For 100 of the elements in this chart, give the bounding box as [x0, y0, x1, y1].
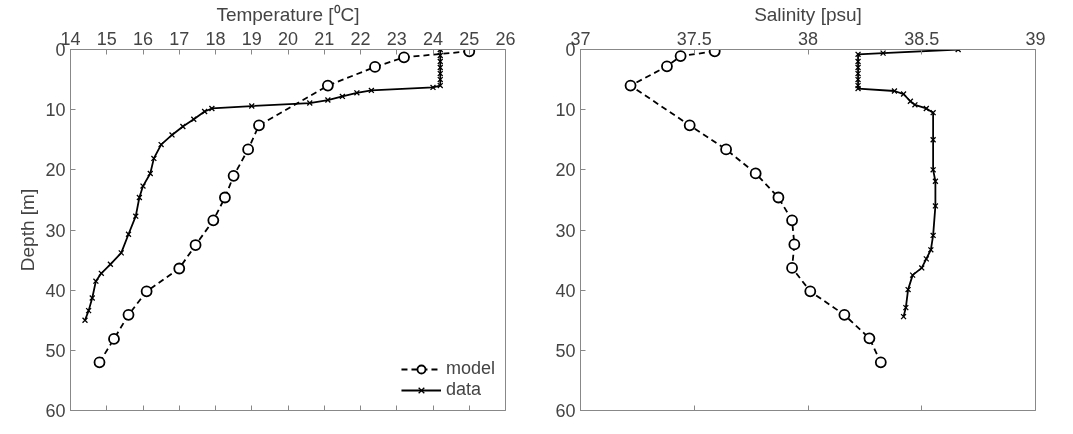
x-tick-label: 23	[386, 28, 407, 49]
point	[437, 64, 444, 71]
y-tick-label: 60	[555, 401, 576, 421]
point	[248, 102, 255, 110]
point	[749, 167, 762, 180]
y-tick-label: 20	[45, 160, 66, 181]
point	[219, 191, 231, 204]
point	[118, 249, 125, 256]
point	[838, 308, 851, 321]
point	[437, 52, 444, 59]
y-tick-label: 10	[45, 100, 66, 121]
x-tick-label: 24	[422, 28, 444, 49]
point	[140, 285, 153, 298]
point	[804, 285, 817, 298]
point	[911, 101, 919, 108]
point	[874, 356, 887, 369]
point	[179, 123, 186, 130]
y-tick-label: 20	[555, 160, 576, 181]
point	[863, 332, 876, 345]
point	[909, 272, 916, 279]
point	[437, 70, 444, 77]
point	[253, 119, 265, 132]
point	[904, 286, 912, 293]
y-tick-label: 50	[45, 340, 66, 361]
point	[150, 155, 157, 162]
x-tick-label: 20	[277, 28, 299, 49]
point	[932, 178, 939, 185]
point	[923, 255, 930, 262]
x-axis-title: Temperature [⁰C]	[216, 3, 360, 25]
point	[107, 261, 114, 268]
legend-label: data	[445, 379, 482, 400]
point	[189, 239, 202, 251]
point	[81, 317, 89, 324]
point	[854, 58, 862, 65]
point	[918, 264, 925, 272]
point	[108, 333, 120, 345]
point	[147, 170, 154, 177]
x-tick-label: 37.5	[676, 28, 712, 49]
point	[242, 143, 255, 156]
point	[437, 58, 444, 65]
point	[786, 214, 798, 227]
y-tick-label: 40	[555, 280, 576, 301]
point	[125, 231, 132, 238]
point	[398, 51, 410, 64]
y-tick-label: 10	[555, 100, 576, 121]
y-tick-label: 60	[45, 401, 66, 421]
point	[900, 90, 907, 98]
point	[369, 61, 381, 73]
x-tick-label: 38.5	[904, 28, 940, 49]
y-tick-label: 50	[555, 340, 576, 361]
point	[201, 108, 208, 115]
point	[437, 76, 444, 83]
y-tick-label: 40	[45, 280, 66, 301]
point	[306, 99, 313, 107]
x-tick-label: 18	[205, 28, 226, 49]
x-tick-label: 17	[169, 28, 190, 49]
point	[207, 214, 220, 227]
point	[854, 51, 862, 58]
point	[93, 356, 106, 369]
point	[720, 143, 732, 156]
x-tick-label: 26	[495, 28, 516, 49]
point	[89, 294, 96, 302]
x-tick-label: 25	[459, 28, 480, 49]
point	[788, 238, 801, 251]
point	[930, 232, 937, 239]
point	[324, 96, 331, 104]
y-tick-label: 30	[45, 220, 66, 241]
point	[674, 50, 687, 63]
point	[930, 109, 937, 116]
x-tick-label: 21	[314, 28, 335, 49]
point	[854, 64, 862, 71]
point	[227, 169, 240, 182]
x-axis-title: Salinity [psu]	[754, 3, 862, 25]
y-axis-title: Depth [m]	[17, 188, 39, 272]
point	[661, 60, 673, 73]
legend-label: model	[445, 358, 495, 379]
point	[173, 262, 186, 275]
point	[132, 213, 139, 220]
point	[923, 105, 930, 112]
x-tick-label: 39	[1025, 28, 1046, 49]
x-tick-label: 38	[797, 28, 819, 49]
point	[854, 76, 862, 83]
point	[902, 304, 909, 311]
point	[158, 141, 165, 148]
point	[772, 191, 785, 204]
point	[624, 79, 637, 92]
point	[683, 119, 696, 132]
point	[930, 136, 937, 143]
point	[208, 105, 215, 112]
point	[136, 194, 143, 201]
point	[907, 98, 914, 105]
point	[786, 262, 798, 274]
point	[891, 87, 898, 95]
point	[932, 202, 939, 210]
y-tick-label: 30	[555, 220, 576, 241]
point	[321, 79, 334, 92]
point	[122, 308, 135, 321]
x-tick-label: 15	[96, 28, 117, 49]
x-tick-label: 22	[350, 28, 371, 49]
x-tick-label: 19	[241, 28, 262, 49]
